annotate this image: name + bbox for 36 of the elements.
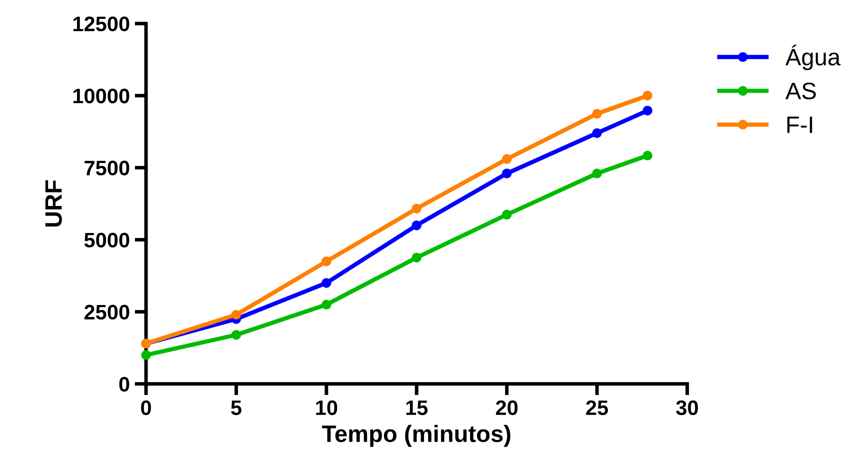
point — [642, 90, 652, 100]
point — [502, 154, 512, 164]
y-tick-label: 12500 — [73, 16, 130, 32]
legend-label: Água — [785, 44, 841, 70]
point — [412, 220, 422, 230]
x-axis-title: Tempo (minutos) — [322, 424, 510, 447]
x-tick-label: 10 — [316, 400, 338, 416]
legend-label: AS — [785, 82, 816, 100]
point — [412, 252, 422, 262]
y-tick-label: 7500 — [84, 160, 130, 176]
point — [592, 108, 602, 119]
point — [592, 128, 602, 138]
point — [322, 256, 332, 266]
x-tick-label: 5 — [231, 400, 242, 416]
y-tick-label: 10000 — [73, 88, 130, 104]
point — [502, 210, 512, 220]
point — [412, 204, 422, 214]
y-tick-label: 5000 — [84, 232, 130, 248]
y-axis-title: URF — [45, 180, 62, 227]
point — [322, 300, 332, 310]
x-tick-label: 30 — [676, 400, 698, 416]
point — [502, 168, 512, 178]
point — [322, 278, 332, 288]
point — [231, 330, 242, 340]
x-tick-label: 20 — [496, 400, 518, 416]
x-tick-label: 15 — [406, 400, 428, 416]
point — [642, 106, 652, 116]
x-tick-label: 0 — [141, 400, 151, 416]
y-tick-label: 2500 — [84, 304, 130, 320]
point — [592, 168, 602, 178]
point — [141, 350, 151, 360]
point — [231, 310, 242, 320]
x-tick-label: 25 — [586, 400, 608, 416]
y-tick-label: 0 — [119, 376, 130, 392]
point — [642, 150, 652, 160]
legend-label: F-I — [787, 116, 812, 133]
